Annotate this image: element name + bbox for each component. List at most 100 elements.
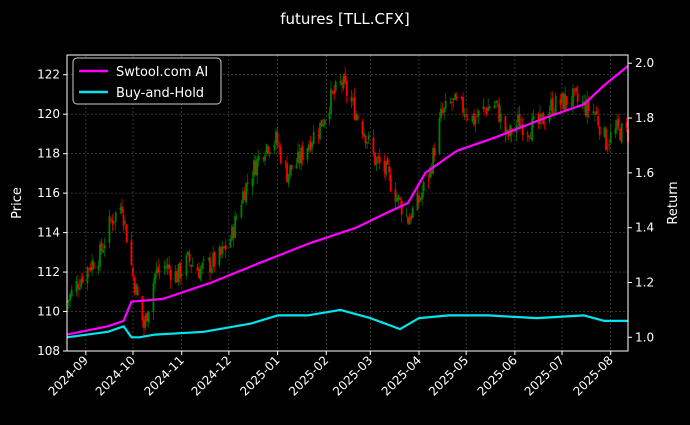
chart-title: futures [TLL.CFX]: [280, 10, 410, 28]
candle-body: [135, 284, 138, 295]
candle-body: [410, 215, 413, 220]
candle-body: [430, 168, 433, 174]
candle-body: [119, 208, 122, 210]
candle-body: [125, 224, 128, 243]
candle-body: [309, 141, 312, 151]
left-tick-label: 120: [37, 107, 60, 121]
candle-body: [273, 144, 276, 150]
candle-body: [333, 90, 336, 94]
left-tick-label: 112: [37, 265, 60, 279]
left-tick-label: 118: [37, 147, 60, 161]
candle-body: [454, 93, 457, 101]
candle-body: [386, 158, 389, 165]
candle-body: [290, 164, 293, 170]
candle-body: [300, 147, 303, 164]
candle-body: [264, 155, 266, 161]
candle-body: [223, 246, 226, 248]
candle-body: [210, 267, 213, 273]
candle-body: [498, 103, 501, 122]
candle-body: [113, 221, 116, 223]
candle-body: [342, 76, 345, 89]
candle-body: [397, 195, 400, 200]
candle-body: [235, 217, 238, 219]
candle-body: [341, 82, 343, 86]
candle-body: [334, 81, 337, 92]
candle-body: [284, 161, 287, 163]
candle-body: [416, 193, 419, 211]
candle-body: [606, 146, 609, 148]
candle-body: [185, 255, 188, 276]
candle-body: [199, 268, 202, 280]
candle-body: [251, 178, 254, 187]
candle-body: [407, 216, 409, 224]
candle-body: [67, 300, 70, 302]
candle-body: [575, 87, 578, 92]
candle-body: [443, 107, 446, 113]
candle-body: [363, 133, 365, 137]
candle-body: [476, 116, 479, 118]
candle-body: [595, 111, 598, 115]
candle-body: [69, 294, 72, 301]
candle-body: [157, 266, 160, 273]
candle-body: [110, 219, 112, 221]
candle-body: [608, 144, 611, 146]
candle-body: [451, 102, 453, 104]
candle-body: [221, 246, 224, 254]
candle-body: [375, 158, 378, 165]
candle-body: [154, 273, 156, 284]
left-tick-label: 108: [37, 344, 60, 358]
candle-body: [177, 263, 180, 283]
strategy-return-line: [66, 65, 629, 336]
candle-body: [521, 124, 524, 136]
candle-body: [385, 161, 387, 175]
left-tick-label: 122: [37, 68, 60, 82]
candle-body: [220, 246, 222, 256]
right-tick-label: 1.0: [635, 330, 654, 344]
candle-body: [152, 282, 155, 313]
candle-body: [504, 116, 507, 135]
candle-body: [209, 257, 211, 273]
candle-body: [625, 122, 628, 128]
candle-body: [499, 113, 502, 122]
candle-body: [408, 218, 411, 225]
return-lines: [66, 65, 629, 339]
plot-frame: [66, 54, 629, 352]
candle-body: [80, 279, 83, 288]
candle-body: [278, 145, 281, 147]
candle-body: [75, 281, 78, 292]
right-axis-ticks: 1.0 1.2 1.4 1.6 1.8 2.0: [628, 56, 654, 344]
candle-body: [587, 98, 590, 111]
candle-body: [276, 132, 279, 146]
candle-body: [301, 146, 304, 161]
candle-body: [493, 105, 496, 108]
candle-body: [418, 195, 420, 203]
left-tick-label: 114: [37, 226, 60, 240]
candle-body: [201, 263, 204, 269]
candle-body: [356, 115, 359, 120]
candle-body: [463, 114, 466, 116]
candle-body: [355, 113, 358, 120]
candle-body: [92, 262, 95, 269]
candle-body: [262, 157, 265, 160]
candle-body: [388, 166, 391, 173]
candle-body: [565, 96, 568, 106]
candle-body: [350, 97, 353, 102]
candle-body: [449, 101, 452, 103]
candle-body: [616, 120, 618, 130]
candle-body: [88, 268, 90, 270]
candle-body: [256, 158, 259, 176]
candle-body: [100, 242, 103, 251]
candle-body: [614, 128, 617, 134]
candle-body: [196, 267, 199, 271]
candle-body: [330, 88, 332, 114]
candle-body: [531, 118, 534, 141]
candle-body: [253, 159, 255, 177]
right-tick-label: 1.2: [635, 275, 654, 289]
candle-body: [433, 148, 436, 156]
candle-body: [319, 122, 321, 140]
candle-body: [487, 106, 490, 112]
candle-body: [377, 156, 380, 159]
candle-body: [367, 135, 370, 140]
right-tick-label: 1.8: [635, 111, 654, 125]
